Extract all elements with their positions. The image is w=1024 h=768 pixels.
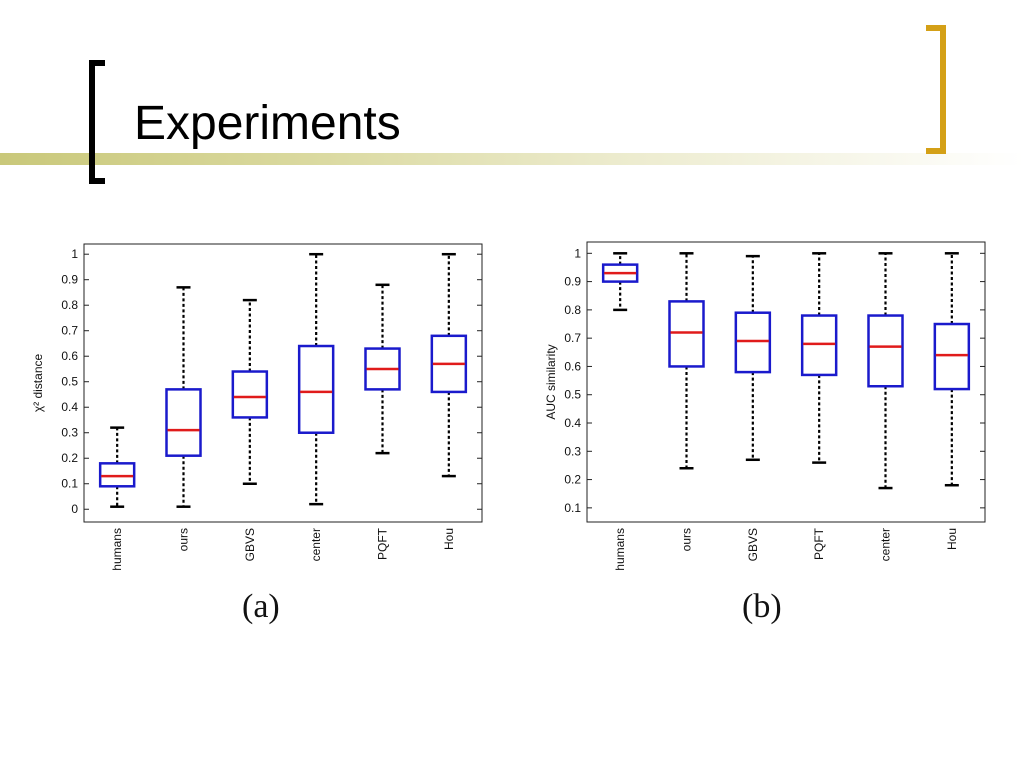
panel-label-a: (a) bbox=[242, 588, 280, 625]
chart-b-category-label: humans bbox=[613, 528, 627, 571]
slide-title: Experiments bbox=[134, 97, 401, 150]
chart-a-ytick-label: 0 bbox=[71, 502, 78, 516]
chart-a-ytick-label: 0.8 bbox=[61, 298, 78, 312]
chart-b-box-pqft bbox=[800, 252, 838, 464]
chart-a-category-label: PQFT bbox=[376, 527, 390, 560]
iqr-box bbox=[800, 314, 838, 377]
chart-b-box-center bbox=[867, 252, 904, 490]
chart-b-ylabel: AUC similarity bbox=[544, 344, 558, 419]
left-bracket-decoration bbox=[89, 60, 105, 184]
chart-b-ytick-label: 0.1 bbox=[564, 501, 581, 515]
chart-a-category-label: ours bbox=[177, 528, 191, 551]
chart-a-ytick-label: 0.7 bbox=[61, 324, 78, 338]
chart-a-ytick-label: 0.4 bbox=[61, 400, 78, 414]
chart-a-box-hou bbox=[430, 252, 468, 478]
chart-b-box-hou bbox=[933, 252, 971, 487]
chart-a-category-label: humans bbox=[110, 528, 124, 571]
iqr-box bbox=[165, 388, 202, 457]
boxplot-chart-b: 0.1 0.2 0.3 0.4 0.5 0.6 0.7 0.8 0.9 1 AUC similari… bbox=[544, 241, 986, 571]
right-bracket-decoration bbox=[926, 25, 946, 154]
chart-b-ytick-label: 0.3 bbox=[564, 444, 581, 458]
chart-b-category-label: GBVS bbox=[746, 528, 760, 561]
chart-b-ytick-label: 0.8 bbox=[564, 303, 581, 317]
chart-a-category-label: center bbox=[309, 528, 323, 561]
chart-a-ytick-label: 1 bbox=[71, 247, 78, 261]
iqr-box bbox=[734, 311, 772, 374]
chart-b-category-label: Hou bbox=[945, 528, 959, 550]
chart-a-ytick-label: 0.9 bbox=[61, 273, 78, 287]
chart-b-ytick-label: 0.6 bbox=[564, 359, 581, 373]
iqr-box bbox=[867, 314, 904, 388]
iqr-box bbox=[231, 370, 269, 419]
chart-b-category-label: ours bbox=[680, 528, 694, 551]
iqr-box bbox=[668, 300, 705, 368]
iqr-box bbox=[98, 462, 136, 488]
chart-b-ytick-label: 0.2 bbox=[564, 473, 581, 487]
chart-a-ytick-label: 0.5 bbox=[61, 375, 78, 389]
chart-b-ytick-label: 0.9 bbox=[564, 275, 581, 289]
chart-b-category-label: center bbox=[879, 528, 893, 561]
chart-b-ytick-label: 0.4 bbox=[564, 416, 581, 430]
panel-label-b: (b) bbox=[742, 588, 782, 625]
chart-a-plot-frame bbox=[83, 243, 483, 523]
chart-a-ytick-label: 0.6 bbox=[61, 349, 78, 363]
chart-a-box-humans bbox=[98, 426, 136, 508]
title-underline-band bbox=[0, 153, 1024, 165]
chart-a-box-pqft bbox=[364, 283, 401, 455]
chart-a-ylabel: χ² distance bbox=[31, 354, 45, 413]
chart-b-category-label: PQFT bbox=[812, 527, 826, 560]
boxplot-chart-a: 0 0.1 0.2 0.3 0.4 0.5 0.6 0.7 0.8 0.9 1 χ² distance… bbox=[31, 243, 483, 571]
chart-a-category-label: GBVS bbox=[243, 528, 257, 561]
chart-b-ytick-label: 1 bbox=[574, 246, 581, 260]
iqr-box bbox=[933, 322, 971, 391]
chart-a-category-label: Hou bbox=[442, 528, 456, 550]
chart-a-ytick-label: 0.2 bbox=[61, 451, 78, 465]
chart-b-ytick-label: 0.5 bbox=[564, 388, 581, 402]
chart-b-box-gbvs bbox=[734, 254, 772, 462]
chart-a-box-ours bbox=[165, 286, 202, 508]
chart-a-box-gbvs bbox=[231, 298, 269, 485]
chart-b-ytick-label: 0.7 bbox=[564, 331, 581, 345]
chart-b-box-humans bbox=[601, 252, 639, 312]
chart-a-ytick-label: 0.1 bbox=[61, 477, 78, 491]
iqr-box bbox=[297, 344, 335, 434]
chart-b-plot-frame bbox=[586, 241, 986, 523]
chart-a-ytick-label: 0.3 bbox=[61, 426, 78, 440]
chart-a-box-center bbox=[297, 252, 335, 506]
chart-b-box-ours bbox=[668, 252, 705, 470]
